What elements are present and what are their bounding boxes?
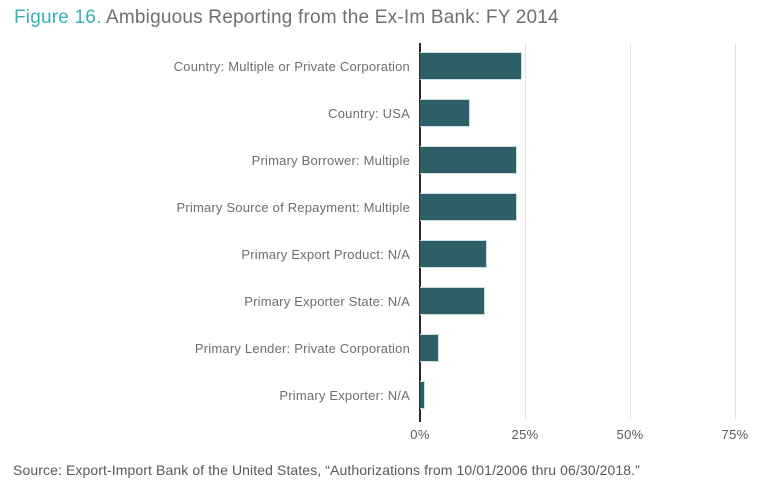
bar-track <box>420 278 768 325</box>
figure-number: Figure 16. <box>14 7 102 28</box>
bar <box>420 334 439 362</box>
bar-chart: Country: Multiple or Private Corporation… <box>0 43 768 422</box>
x-axis: 0% 25% 50% 75% <box>410 427 768 447</box>
bar-track <box>420 137 768 184</box>
bar-track <box>420 43 768 90</box>
bar-row: Primary Export Product: N/A <box>0 231 768 278</box>
x-tick-label: 0% <box>410 427 430 442</box>
bar-track <box>420 325 768 372</box>
bar-row: Country: Multiple or Private Corporation <box>0 43 768 90</box>
figure-title: Figure 16. Ambiguous Reporting from the … <box>14 7 559 29</box>
bar-track <box>420 90 768 137</box>
bar <box>420 52 523 80</box>
bar-row: Primary Borrower: Multiple <box>0 137 768 184</box>
source-note: Source: Export-Import Bank of the United… <box>13 462 640 478</box>
x-tick-label: 50% <box>616 427 644 442</box>
bar <box>420 193 517 221</box>
bar-label: Primary Lender: Private Corporation <box>194 341 410 356</box>
bar-track <box>420 184 768 231</box>
bar-label: Primary Borrower: Multiple <box>251 153 410 168</box>
bar-label: Country: USA <box>328 106 410 121</box>
bar-row: Primary Exporter: N/A <box>0 372 768 419</box>
bar-track <box>420 231 768 278</box>
bar-row: Primary Lender: Private Corporation <box>0 325 768 372</box>
bar <box>420 287 485 315</box>
bar <box>420 146 517 174</box>
y-axis-line <box>419 43 421 422</box>
bar-label: Primary Export Product: N/A <box>241 247 410 262</box>
chart-rows: Country: Multiple or Private Corporation… <box>0 43 768 419</box>
figure-heading: Ambiguous Reporting from the Ex-Im Bank:… <box>101 7 559 28</box>
bar <box>420 381 426 409</box>
bar-label: Country: Multiple or Private Corporation <box>173 59 410 74</box>
bar <box>420 99 470 127</box>
bar-label: Primary Source of Repayment: Multiple <box>176 200 410 215</box>
bar-row: Primary Source of Repayment: Multiple <box>0 184 768 231</box>
bar-row: Country: USA <box>0 90 768 137</box>
bar-row: Primary Exporter State: N/A <box>0 278 768 325</box>
bar <box>420 240 487 268</box>
bar-track <box>420 372 768 419</box>
x-tick-label: 25% <box>511 427 539 442</box>
bar-label: Primary Exporter: N/A <box>279 388 410 403</box>
bar-label: Primary Exporter State: N/A <box>244 294 410 309</box>
x-tick-label: 75% <box>721 427 749 442</box>
